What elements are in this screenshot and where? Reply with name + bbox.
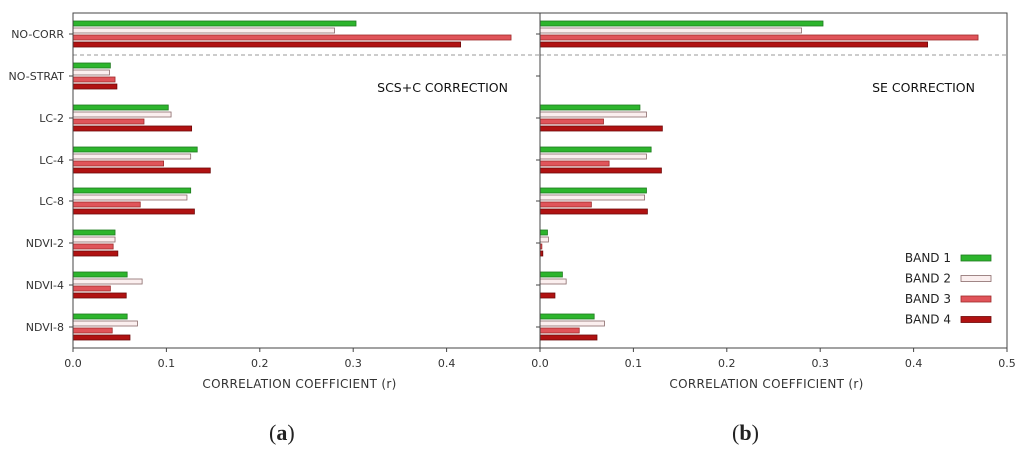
bar-band-1 xyxy=(539,229,548,236)
bar-band-3 xyxy=(539,327,580,334)
bar-band-1 xyxy=(539,146,652,153)
bar-band-3 xyxy=(539,34,979,41)
bar-band-4 xyxy=(539,41,929,48)
x-tick-label: 0.1 xyxy=(158,357,176,370)
bar-band-4 xyxy=(72,334,131,341)
bar-band-2 xyxy=(72,194,188,201)
bar-band-4 xyxy=(539,292,556,299)
bar-band-1 xyxy=(72,187,192,194)
x-axis-label: CORRELATION COEFFICIENT (r) xyxy=(669,377,863,391)
panel-annotation: SE CORRECTION xyxy=(872,80,975,95)
category-label: LC-4 xyxy=(39,154,64,167)
x-tick-label: 0.1 xyxy=(625,357,643,370)
bar-band-1 xyxy=(72,146,198,153)
category-label: NO-STRAT xyxy=(9,70,65,83)
legend-swatch xyxy=(960,254,992,262)
bar-band-1 xyxy=(72,271,128,278)
caption-b-letter: b xyxy=(739,420,752,445)
x-tick-label: 0.3 xyxy=(344,357,362,370)
bar-band-4 xyxy=(72,41,462,48)
bar-band-4 xyxy=(72,167,211,174)
legend-label: BAND 4 xyxy=(905,313,951,327)
bar-band-1 xyxy=(539,187,647,194)
x-tick-label: 0.0 xyxy=(64,357,82,370)
legend-swatch xyxy=(960,295,992,303)
caption-a-letter: a xyxy=(276,420,288,445)
legend-label: BAND 2 xyxy=(905,272,951,286)
panel-annotation: SCS+C CORRECTION xyxy=(377,80,508,95)
panel-a-chart: 0.0 0.1 0.2 0.3 0.4 CORRELATION COEFFICIENT (… xyxy=(9,20,540,391)
bar-band-4 xyxy=(72,83,118,90)
bar-band-2 xyxy=(72,236,116,243)
bar-band-3 xyxy=(72,34,512,41)
x-tick-label: 0.2 xyxy=(718,357,736,370)
x-tick-label: 0.4 xyxy=(438,357,456,370)
bar-band-3 xyxy=(72,76,116,83)
bar-band-3 xyxy=(72,118,145,125)
bar-band-1 xyxy=(72,229,116,236)
bar-band-2 xyxy=(539,111,647,118)
bar-band-2 xyxy=(72,153,192,160)
bar-band-3 xyxy=(72,160,164,167)
bar-band-4 xyxy=(72,125,193,132)
bar-band-3 xyxy=(539,201,592,208)
bar-band-4 xyxy=(539,208,648,215)
bar-band-3 xyxy=(539,160,610,167)
legend: BAND 1 BAND 2 BAND 3 BAND 4 xyxy=(905,251,992,327)
bar-band-4 xyxy=(72,250,119,257)
bar-band-2 xyxy=(539,278,567,285)
bar-band-1 xyxy=(72,62,111,69)
legend-label: BAND 3 xyxy=(905,292,951,306)
legend-label: BAND 1 xyxy=(905,251,951,265)
bar-band-2 xyxy=(539,27,802,34)
category-label: NDVI-8 xyxy=(26,321,64,334)
bar-band-1 xyxy=(539,271,563,278)
bar-band-3 xyxy=(72,243,114,250)
bar-band-2 xyxy=(539,194,646,201)
bar-band-2 xyxy=(72,320,138,327)
bar-band-2 xyxy=(539,236,549,243)
legend-swatch xyxy=(960,275,992,282)
caption-b: (b) xyxy=(732,420,759,445)
bar-band-1 xyxy=(539,20,824,27)
bar-band-3 xyxy=(72,201,141,208)
bar-band-3 xyxy=(72,327,113,334)
x-tick-label: 0.5 xyxy=(998,357,1016,370)
bar-band-2 xyxy=(72,111,172,118)
bar-band-4 xyxy=(72,292,127,299)
caption-a: (a) xyxy=(269,420,295,445)
bar-band-1 xyxy=(539,313,595,320)
bar-band-2 xyxy=(72,278,143,285)
category-label: NO-CORR xyxy=(11,28,64,41)
bar-band-2 xyxy=(72,27,335,34)
category-label: NDVI-4 xyxy=(26,279,64,292)
bar-band-4 xyxy=(72,208,195,215)
x-tick-label: 0.4 xyxy=(905,357,923,370)
bar-band-3 xyxy=(539,118,604,125)
bar-band-1 xyxy=(72,104,169,111)
bar-band-2 xyxy=(72,69,110,76)
x-tick-label: 0.2 xyxy=(251,357,269,370)
bar-band-3 xyxy=(72,285,111,292)
bar-band-1 xyxy=(539,104,641,111)
category-label: LC-2 xyxy=(39,112,64,125)
x-tick-label: 0.3 xyxy=(811,357,829,370)
category-label: NDVI-2 xyxy=(26,237,64,250)
bar-band-4 xyxy=(539,167,662,174)
bar-band-4 xyxy=(539,334,598,341)
x-tick-label: 0.0 xyxy=(531,357,549,370)
bar-band-2 xyxy=(539,153,647,160)
panel-b-chart: 0.0 0.1 0.2 0.3 0.4 0.5 CORRELATION COEFFICIEN… xyxy=(531,20,1016,391)
bar-band-1 xyxy=(72,20,357,27)
x-axis-label: CORRELATION COEFFICIENT (r) xyxy=(202,377,396,391)
bar-band-1 xyxy=(72,313,128,320)
bar-band-2 xyxy=(539,320,605,327)
category-label: LC-8 xyxy=(39,195,64,208)
bar-band-4 xyxy=(539,125,663,132)
legend-swatch xyxy=(960,316,992,323)
